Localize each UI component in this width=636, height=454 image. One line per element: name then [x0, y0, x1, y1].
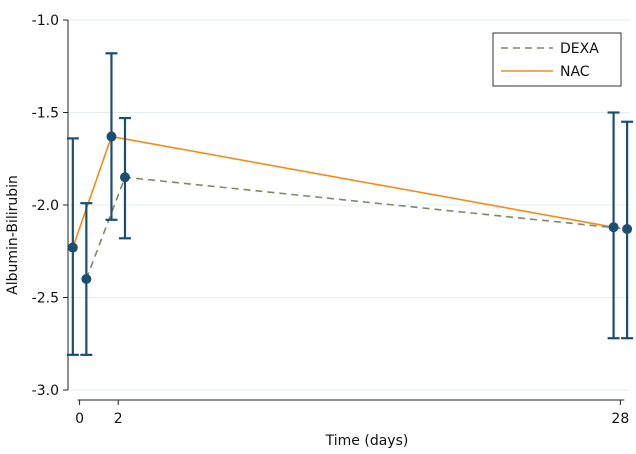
legend-nac-label: NAC — [560, 64, 590, 80]
y-axis-title: Albumin-Bilirubin — [5, 175, 21, 295]
y-tick-label-0: -1.0 — [32, 13, 59, 29]
x-axis-title: Time (days) — [325, 433, 409, 449]
y-tick-label-2: -2.0 — [32, 198, 59, 214]
y-tick-label-4: -3.0 — [32, 383, 59, 399]
legend-dexa-label: DEXA — [560, 41, 599, 57]
axis-layer: -1.0 -1.5 -2.0 -2.5 -3.0 0 2 28 — [32, 13, 630, 427]
point-nac-0 — [67, 242, 78, 253]
point-dexa-1 — [119, 172, 130, 183]
point-dexa-0 — [81, 274, 92, 284]
point-nac-1 — [106, 131, 117, 142]
legend: DEXA NAC — [492, 32, 622, 87]
legend-box — [492, 32, 622, 87]
x-tick-label-1: 2 — [114, 411, 123, 427]
point-dexa-2 — [622, 224, 633, 235]
grid-layer — [68, 19, 630, 391]
series-layer — [66, 52, 634, 356]
y-tick-label-3: -2.5 — [32, 291, 59, 307]
y-tick-label-1: -1.5 — [32, 106, 59, 122]
series-line-nac — [72, 135, 614, 248]
x-tick-label-2: 28 — [611, 411, 629, 427]
series-line-dexa — [85, 176, 628, 280]
x-tick-label-0: 0 — [75, 411, 84, 427]
point-nac-2 — [608, 222, 619, 233]
